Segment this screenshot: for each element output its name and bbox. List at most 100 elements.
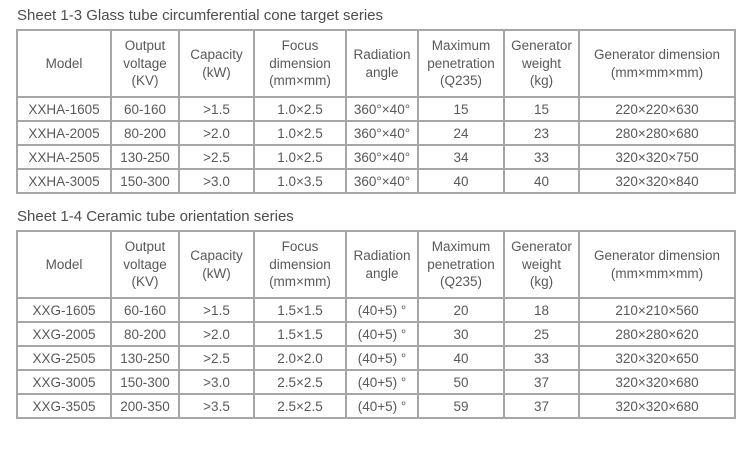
table-row: XXG-2505 130-250 >2.5 2.0×2.0 (40+5) ° 40 33 32… xyxy=(16,345,736,371)
table-cell: 23 xyxy=(503,120,580,146)
table-cell: XXHA-2005 xyxy=(16,120,112,146)
table-cell: 220×220×630 xyxy=(578,96,736,122)
table-cell: 150-300 xyxy=(110,168,180,194)
table-cell: XXG-3505 xyxy=(16,393,112,419)
table-cell: (40+5) ° xyxy=(345,297,419,323)
table-cell: 2.5×2.5 xyxy=(253,369,347,395)
table-cell: 80-200 xyxy=(110,321,180,347)
table-cell: (40+5) ° xyxy=(345,393,419,419)
table-cell: 37 xyxy=(503,369,580,395)
table-header: Model Output voltage (KV) Capacity (kW) Foc… xyxy=(16,29,736,98)
table-cell: 2.0×2.0 xyxy=(253,345,347,371)
table-cell: 40 xyxy=(503,168,580,194)
table-cell: 33 xyxy=(503,345,580,371)
table-row: XXHA-2005 80-200 >2.0 1.0×2.5 360°×40° 24 23 28… xyxy=(16,120,736,146)
column-header: Output voltage (KV) xyxy=(110,230,180,299)
table-row: XXG-3005 150-300 >3.0 2.5×2.5 (40+5) ° 50 37 32… xyxy=(16,369,736,395)
table-cell: 130-250 xyxy=(110,345,180,371)
table-cell: 360°×40° xyxy=(345,144,419,170)
page: Sheet 1-3 Glass tube circumferential con… xyxy=(16,7,750,419)
table-cell: 15 xyxy=(417,96,505,122)
table-cell: 280×280×620 xyxy=(578,321,736,347)
ceramic-tube-spec-table: Model Output voltage (KV) Capacity (kW) Foc… xyxy=(16,230,736,419)
table-cell: 20 xyxy=(417,297,505,323)
column-header: Model xyxy=(16,29,112,98)
table-cell: 34 xyxy=(417,144,505,170)
table-header: Model Output voltage (KV) Capacity (kW) Foc… xyxy=(16,230,736,299)
table-row: XXG-1605 60-160 >1.5 1.5×1.5 (40+5) ° 20 18 210… xyxy=(16,297,736,323)
table-cell: 1.0×2.5 xyxy=(253,144,347,170)
table-cell: >1.5 xyxy=(178,96,255,122)
glass-tube-spec-table: Model Output voltage (KV) Capacity (kW) Foc… xyxy=(16,29,736,194)
table-cell: 1.0×2.5 xyxy=(253,96,347,122)
table-cell: 210×210×560 xyxy=(578,297,736,323)
table-cell: 360°×40° xyxy=(345,168,419,194)
table-cell: 320×320×680 xyxy=(578,393,736,419)
table-cell: 1.0×3.5 xyxy=(253,168,347,194)
column-header: Capacity (kW) xyxy=(178,230,255,299)
column-header: Model xyxy=(16,230,112,299)
column-header: Radiation angle xyxy=(345,29,419,98)
table-cell: 60-160 xyxy=(110,96,180,122)
table-cell: (40+5) ° xyxy=(345,321,419,347)
table-cell: (40+5) ° xyxy=(345,345,419,371)
column-header: Generator dimension (mm×mm×mm) xyxy=(578,29,736,98)
table-cell: 320×320×680 xyxy=(578,369,736,395)
table-cell: 2.5×2.5 xyxy=(253,393,347,419)
table-cell: (40+5) ° xyxy=(345,369,419,395)
table-row: XXHA-3005 150-300 >3.0 1.0×3.5 360°×40° 40 40 3… xyxy=(16,168,736,194)
column-header: Generator weight (kg) xyxy=(503,230,580,299)
table-cell: 320×320×750 xyxy=(578,144,736,170)
table-cell: >2.5 xyxy=(178,345,255,371)
column-header: Output voltage (KV) xyxy=(110,29,180,98)
table-cell: XXHA-3005 xyxy=(16,168,112,194)
table-cell: >3.5 xyxy=(178,393,255,419)
table-cell: 360°×40° xyxy=(345,96,419,122)
table-cell: >2.5 xyxy=(178,144,255,170)
table-body: XXG-1605 60-160 >1.5 1.5×1.5 (40+5) ° 20 18 210… xyxy=(16,297,736,419)
table-cell: XXHA-1605 xyxy=(16,96,112,122)
table-cell: XXG-2005 xyxy=(16,321,112,347)
section-glass-tube-series: Sheet 1-3 Glass tube circumferential con… xyxy=(16,7,750,194)
table-cell: 200-350 xyxy=(110,393,180,419)
table-title-glass-tube: Sheet 1-3 Glass tube circumferential con… xyxy=(17,7,384,24)
table-cell: >3.0 xyxy=(178,369,255,395)
column-header: Focus dimension (mm×mm) xyxy=(253,230,347,299)
table-cell: 37 xyxy=(503,393,580,419)
column-header: Focus dimension (mm×mm) xyxy=(253,29,347,98)
table-row: XXHA-1605 60-160 >1.5 1.0×2.5 360°×40° 15 15 22… xyxy=(16,96,736,122)
table-cell: >2.0 xyxy=(178,321,255,347)
table-cell: 18 xyxy=(503,297,580,323)
table-cell: >2.0 xyxy=(178,120,255,146)
table-cell: 1.0×2.5 xyxy=(253,120,347,146)
table-cell: 25 xyxy=(503,321,580,347)
table-cell: 1.5×1.5 xyxy=(253,297,347,323)
table-cell: 33 xyxy=(503,144,580,170)
table-cell: >3.0 xyxy=(178,168,255,194)
table-cell: XXG-1605 xyxy=(16,297,112,323)
table-cell: 30 xyxy=(417,321,505,347)
table-cell: 40 xyxy=(417,168,505,194)
table-cell: 40 xyxy=(417,345,505,371)
column-header: Generator dimension (mm×mm×mm) xyxy=(578,230,736,299)
table-cell: 15 xyxy=(503,96,580,122)
table-cell: 60-160 xyxy=(110,297,180,323)
table-cell: 130-250 xyxy=(110,144,180,170)
table-cell: 1.5×1.5 xyxy=(253,321,347,347)
table-cell: 360°×40° xyxy=(345,120,419,146)
table-cell: 280×280×680 xyxy=(578,120,736,146)
table-cell: 320×320×650 xyxy=(578,345,736,371)
column-header: Generator weight (kg) xyxy=(503,29,580,98)
table-cell: XXG-3005 xyxy=(16,369,112,395)
header-row: Model Output voltage (KV) Capacity (kW) Foc… xyxy=(16,230,736,299)
table-body: XXHA-1605 60-160 >1.5 1.0×2.5 360°×40° 15 15 22… xyxy=(16,96,736,194)
table-cell: XXG-2505 xyxy=(16,345,112,371)
header-row: Model Output voltage (KV) Capacity (kW) Foc… xyxy=(16,29,736,98)
table-cell: 24 xyxy=(417,120,505,146)
table-cell: XXHA-2505 xyxy=(16,144,112,170)
table-cell: 50 xyxy=(417,369,505,395)
table-cell: 150-300 xyxy=(110,369,180,395)
column-header: Capacity (kW) xyxy=(178,29,255,98)
table-cell: 80-200 xyxy=(110,120,180,146)
column-header: Maximum penetration (Q235) xyxy=(417,230,505,299)
